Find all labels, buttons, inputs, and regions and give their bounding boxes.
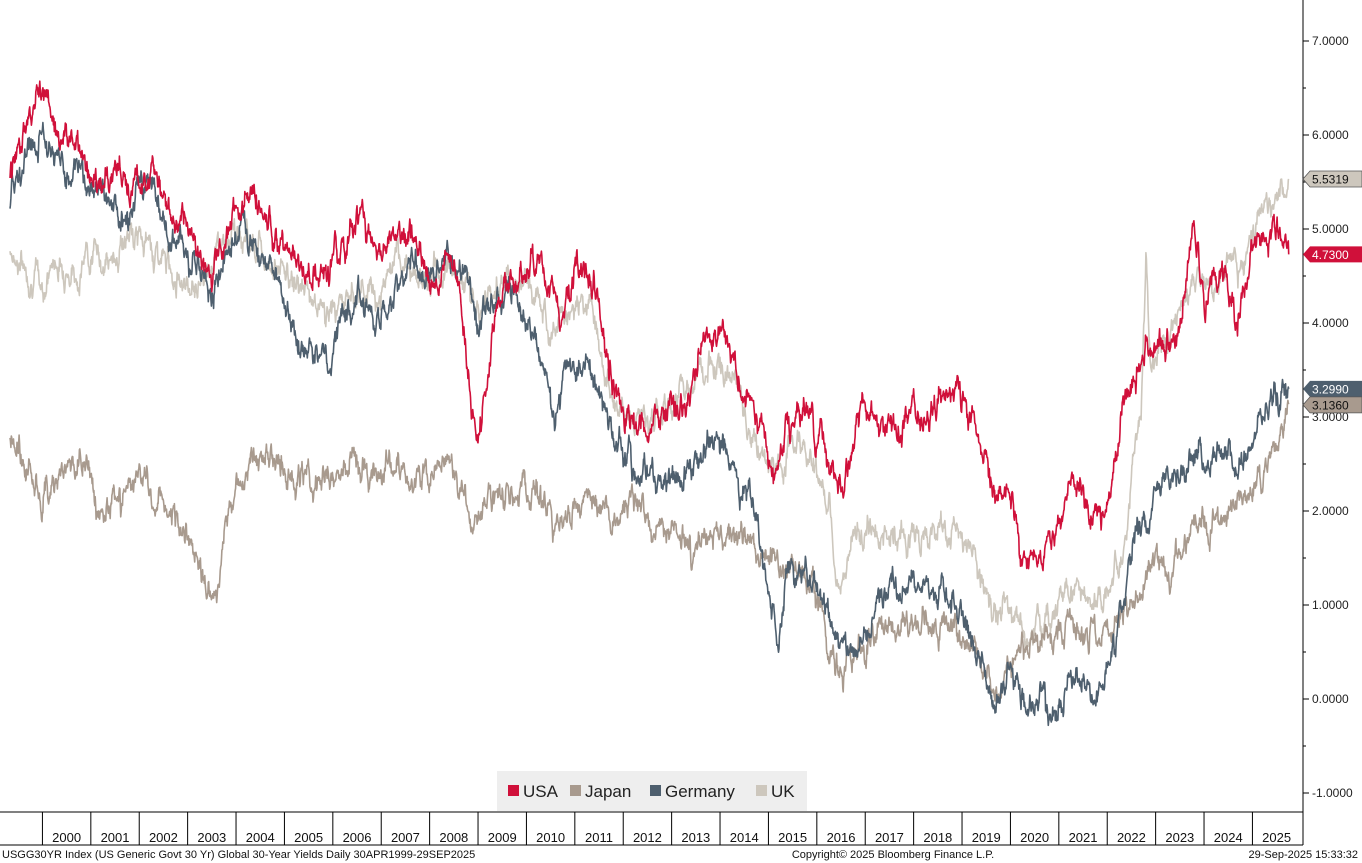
- legend-label-uk: UK: [771, 782, 795, 801]
- legend-label-germany: Germany: [665, 782, 735, 801]
- year-label: 2002: [149, 830, 178, 845]
- y-tick-label: 3.0000: [1312, 410, 1349, 424]
- year-label: 2005: [294, 830, 323, 845]
- year-label: 2011: [585, 830, 613, 845]
- year-label: 2012: [633, 830, 662, 845]
- y-tick-label: 6.0000: [1312, 128, 1349, 142]
- last-value-badges: 5.5319 4.7300 3.2990 3.1360: [1302, 170, 1362, 414]
- year-label: 2017: [875, 830, 904, 845]
- series-line-usa: [9, 80, 1290, 572]
- footer: USGG30YR Index (US Generic Govt 30 Yr) G…: [2, 849, 1358, 861]
- legend-label-japan: Japan: [585, 782, 631, 801]
- chart-frame: [0, 0, 1304, 846]
- last-value-label-japan: 3.1360: [1312, 398, 1349, 412]
- y-axis: 7.0000 6.0000 5.0000 4.0000 3.0000 2.0000 1.00…: [1303, 34, 1353, 800]
- legend: USA Japan Germany UK: [497, 771, 807, 811]
- year-label: 2018: [923, 830, 952, 845]
- last-value-badge-germany: [1303, 380, 1362, 397]
- year-label: 2019: [972, 830, 1001, 845]
- y-tick-label: 7.0000: [1312, 34, 1349, 48]
- year-label: 2021: [1069, 830, 1098, 845]
- legend-swatch-usa: [508, 785, 519, 796]
- y-tick-label: 2.0000: [1312, 504, 1349, 518]
- year-label: 2006: [343, 830, 372, 845]
- series-line-uk: [9, 178, 1290, 650]
- year-label: 2008: [439, 830, 468, 845]
- year-label: 2014: [730, 830, 759, 845]
- x-axis: 2000 2001 2002 2003 2004 2005 2006 2007 2008 2009…: [41, 812, 1291, 845]
- year-label: 2023: [1165, 830, 1194, 845]
- year-label: 2001: [101, 830, 130, 845]
- last-value-badge-usa: [1303, 246, 1362, 263]
- year-label: 2020: [1020, 830, 1049, 845]
- year-label: 2010: [536, 830, 565, 845]
- legend-swatch-germany: [650, 785, 661, 796]
- last-value-label-usa: 4.7300: [1312, 248, 1349, 262]
- y-tick-label: -1.0000: [1312, 786, 1353, 800]
- legend-swatch-japan: [570, 785, 581, 796]
- last-value-badge-uk: [1302, 170, 1362, 188]
- legend-swatch-uk: [756, 785, 767, 796]
- series-lines: [9, 80, 1290, 727]
- last-value-label-germany: 3.2990: [1312, 382, 1349, 396]
- y-tick-label: 4.0000: [1312, 316, 1349, 330]
- y-tick-label: 1.0000: [1312, 598, 1349, 612]
- year-label: 2004: [246, 830, 275, 845]
- year-label: 2009: [488, 830, 517, 845]
- year-label: 2013: [681, 830, 710, 845]
- last-value-label-uk: 5.5319: [1312, 173, 1349, 187]
- year-label: 2025: [1262, 830, 1291, 845]
- footer-left-text: USGG30YR Index (US Generic Govt 30 Yr) G…: [2, 849, 475, 861]
- last-value-badge-japan: [1302, 396, 1362, 414]
- footer-right-text: 29-Sep-2025 15:33:32: [1249, 849, 1358, 861]
- y-tick-label: 5.0000: [1312, 222, 1349, 236]
- year-label: 2015: [778, 830, 807, 845]
- year-label: 2000: [52, 830, 81, 845]
- year-label: 2022: [1117, 830, 1146, 845]
- year-label: 2003: [197, 830, 226, 845]
- year-label: 2007: [391, 830, 420, 845]
- series-line-japan: [9, 399, 1290, 704]
- y-tick-label: 0.0000: [1312, 692, 1349, 706]
- footer-center-text: Copyright© 2025 Bloomberg Finance L.P.: [792, 849, 994, 861]
- year-label: 2024: [1214, 830, 1243, 845]
- legend-label-usa: USA: [523, 782, 559, 801]
- year-label: 2016: [827, 830, 856, 845]
- series-line-germany: [9, 121, 1290, 727]
